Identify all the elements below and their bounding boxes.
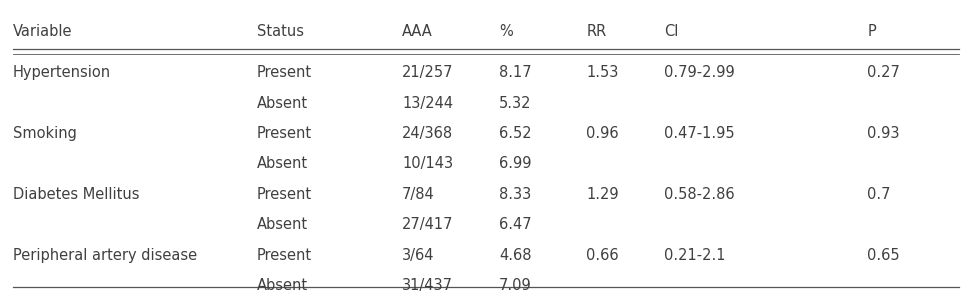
Text: Absent: Absent [257,96,308,110]
Text: 0.58-2.86: 0.58-2.86 [664,187,735,202]
Text: 3/64: 3/64 [402,248,435,263]
Text: Absent: Absent [257,279,308,293]
Text: Hypertension: Hypertension [13,65,110,80]
Text: 27/417: 27/417 [402,218,453,232]
Text: 0.27: 0.27 [867,65,900,80]
Text: Absent: Absent [257,157,308,171]
Text: 21/257: 21/257 [402,65,453,80]
Text: AAA: AAA [402,24,433,38]
Text: 7.09: 7.09 [499,279,532,293]
Text: %: % [499,24,513,38]
Text: 6.47: 6.47 [499,218,532,232]
Text: 1.53: 1.53 [586,65,618,80]
Text: 6.99: 6.99 [499,157,532,171]
Text: Present: Present [257,248,312,263]
Text: 10/143: 10/143 [402,157,453,171]
Text: Absent: Absent [257,218,308,232]
Text: Present: Present [257,65,312,80]
Text: 0.47-1.95: 0.47-1.95 [664,126,735,141]
Text: 0.96: 0.96 [586,126,619,141]
Text: Status: Status [257,24,304,38]
Text: Variable: Variable [13,24,72,38]
Text: 24/368: 24/368 [402,126,453,141]
Text: Present: Present [257,187,312,202]
Text: 8.33: 8.33 [499,187,531,202]
Text: 1.29: 1.29 [586,187,619,202]
Text: 7/84: 7/84 [402,187,435,202]
Text: P: P [867,24,876,38]
Text: 4.68: 4.68 [499,248,532,263]
Text: 0.93: 0.93 [867,126,900,141]
Text: 0.7: 0.7 [867,187,891,202]
Text: 6.52: 6.52 [499,126,532,141]
Text: Smoking: Smoking [13,126,77,141]
Text: Present: Present [257,126,312,141]
Text: 31/437: 31/437 [402,279,453,293]
Text: 0.65: 0.65 [867,248,900,263]
Text: 0.66: 0.66 [586,248,619,263]
Text: RR: RR [586,24,607,38]
Text: 13/244: 13/244 [402,96,453,110]
Text: 0.21-2.1: 0.21-2.1 [664,248,725,263]
Text: 5.32: 5.32 [499,96,532,110]
Text: 8.17: 8.17 [499,65,532,80]
Text: Peripheral artery disease: Peripheral artery disease [13,248,197,263]
Text: 0.79-2.99: 0.79-2.99 [664,65,735,80]
Text: Diabetes Mellitus: Diabetes Mellitus [13,187,140,202]
Text: CI: CI [664,24,678,38]
